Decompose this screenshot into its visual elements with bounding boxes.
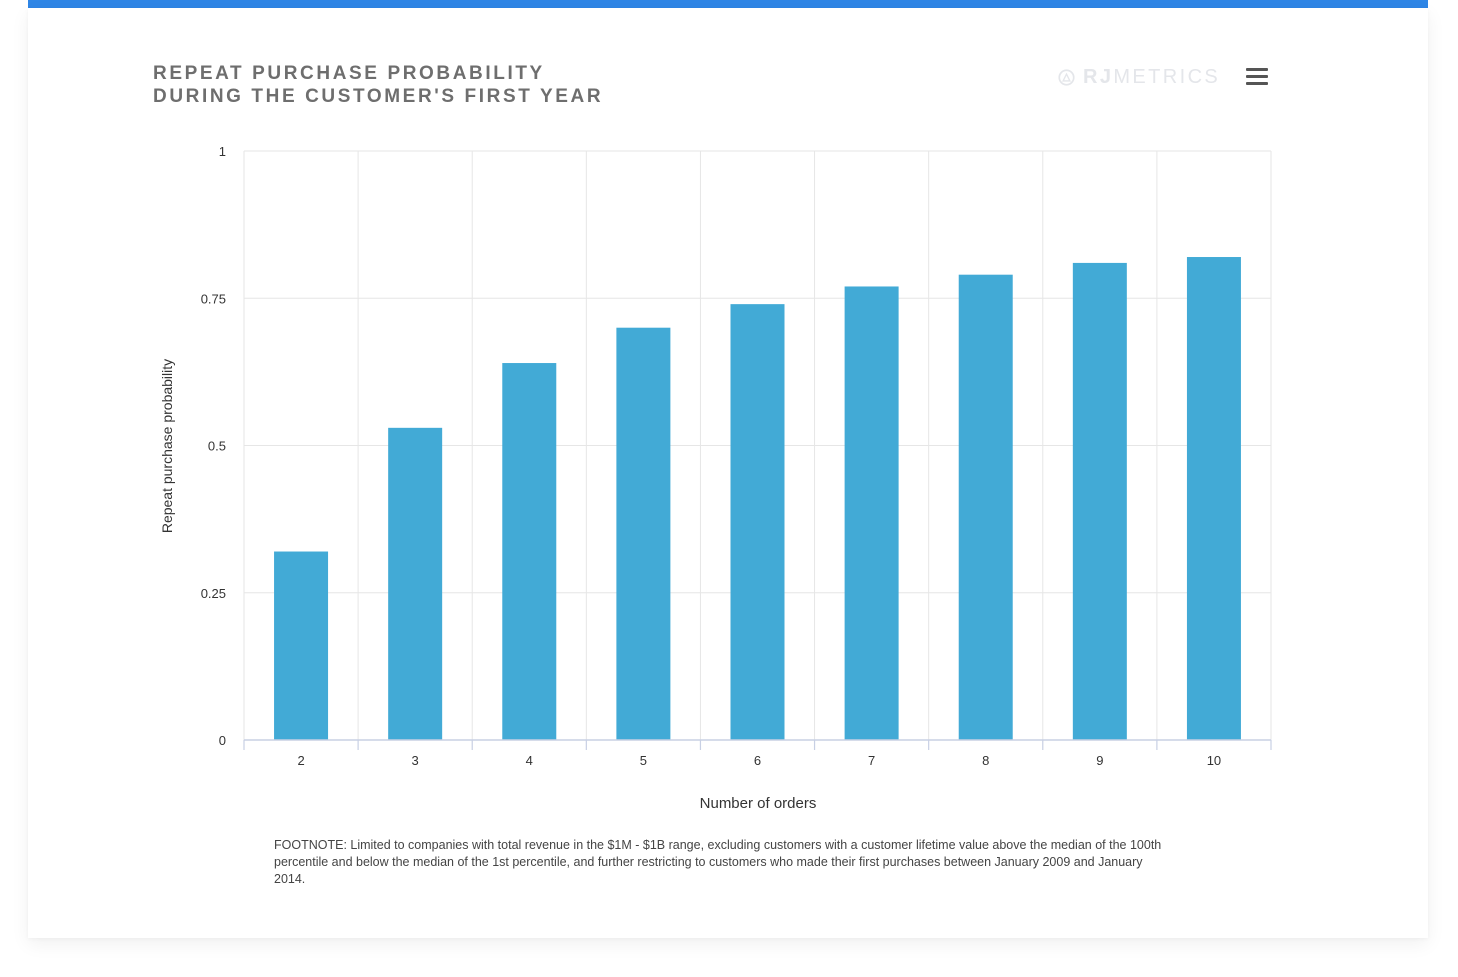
rjmetrics-logo-icon	[1058, 68, 1075, 86]
bar-9	[1072, 262, 1127, 740]
bar-6	[730, 304, 785, 740]
x-tick-label: 10	[1207, 753, 1221, 768]
x-tick-label: 9	[1096, 753, 1103, 768]
brand-name-rj: RJ	[1083, 65, 1114, 88]
top-accent-bar	[28, 0, 1428, 8]
x-axis-title: Number of orders	[700, 795, 817, 812]
y-tick-label: 0	[219, 733, 226, 748]
bar-chart: 0 0.25 0.5 0.75 1 2 3 4 5 6 7 8 9 10 Number of orders…	[159, 144, 1272, 812]
x-tick-label: 5	[640, 753, 647, 768]
brand-logo: RJ METRICS	[1058, 64, 1220, 90]
x-tick-label: 6	[754, 753, 761, 768]
chart-footnote: FOOTNOTE: Limited to companies with tota…	[274, 838, 1162, 886]
bar-10	[1186, 257, 1241, 740]
bar-8	[958, 274, 1013, 740]
tick-labels: 0 0.25 0.5 0.75 1 2 3 4 5 6 7 8 9 10	[201, 144, 1221, 768]
bar-3	[388, 427, 443, 740]
x-tick-label: 4	[526, 753, 533, 768]
x-tick-label: 2	[297, 753, 304, 768]
chart-menu-button[interactable]	[1242, 64, 1272, 90]
x-tick-label: 7	[868, 753, 875, 768]
bars	[274, 257, 1241, 740]
chart-title-line-1: REPEAT PURCHASE PROBABILITY	[153, 63, 545, 84]
chart-title-line-2: DURING THE CUSTOMER'S FIRST YEAR	[153, 86, 604, 107]
chart-title: REPEAT PURCHASE PROBABILITY DURING THE C…	[153, 62, 603, 108]
x-tick-label: 8	[982, 753, 989, 768]
bar-2	[274, 551, 329, 740]
x-tick-label: 3	[412, 753, 419, 768]
y-tick-label: 1	[219, 144, 226, 159]
bar-4	[502, 363, 557, 740]
y-tick-label: 0.75	[201, 291, 226, 306]
y-tick-label: 0.25	[201, 586, 226, 601]
axes	[243, 739, 1272, 750]
brand-name-metrics: METRICS	[1113, 65, 1221, 88]
y-axis-title: Repeat purchase probability	[159, 359, 175, 533]
bar-7	[844, 286, 899, 740]
y-tick-label: 0.5	[208, 439, 226, 454]
chart-card: REPEAT PURCHASE PROBABILITY DURING THE C…	[28, 8, 1428, 938]
bar-5	[616, 327, 671, 740]
